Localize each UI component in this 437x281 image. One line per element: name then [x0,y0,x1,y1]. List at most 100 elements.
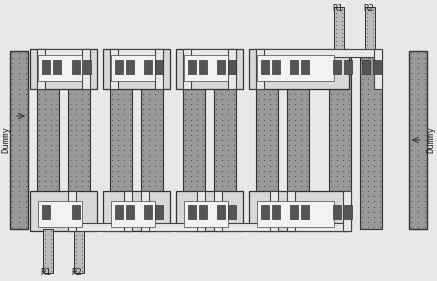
Point [340,225,347,229]
Point [364,97,371,101]
Point [370,6,377,11]
Point [364,117,371,122]
Text: R1: R1 [41,268,52,277]
Point [194,56,201,60]
Point [15,66,22,71]
Point [114,143,121,147]
Point [79,123,86,127]
Bar [257,55,334,81]
Point [273,56,280,60]
Point [108,220,115,224]
Point [422,225,429,229]
Point [363,6,370,11]
Point [35,138,42,142]
Point [108,225,115,229]
Point [194,66,201,71]
Point [364,204,371,209]
Point [79,174,86,178]
Point [15,56,22,60]
Point [260,184,267,188]
Point [212,112,219,117]
Point [84,81,91,86]
Point [108,87,115,91]
Point [364,174,371,178]
Point [66,76,73,81]
Point [327,153,334,158]
Point [371,107,378,112]
Point [333,158,340,163]
Point [200,163,207,168]
Point [121,76,128,81]
Point [22,184,29,188]
Point [273,138,280,142]
Point [363,31,370,35]
Point [273,81,280,86]
Point [333,61,340,65]
Point [332,35,339,39]
Point [377,225,384,229]
Bar [37,49,90,57]
Point [157,199,164,204]
Point [84,61,91,65]
Point [364,133,371,137]
Point [126,87,133,91]
Point [48,153,55,158]
Point [218,128,225,132]
Point [79,163,86,168]
Point [181,61,188,65]
Point [66,225,73,229]
Point [422,209,429,214]
Bar [37,49,45,89]
Bar [344,205,352,219]
Point [364,107,371,112]
Point [35,158,42,163]
Point [218,138,225,142]
Point [304,189,311,193]
Point [15,199,22,204]
Point [260,168,267,173]
Point [212,97,219,101]
Point [291,199,298,204]
Point [332,31,339,35]
Point [298,92,305,96]
Point [225,168,232,173]
Point [358,158,365,163]
Point [364,184,371,188]
Point [121,153,128,158]
Point [408,189,415,193]
Point [48,163,55,168]
Point [84,148,91,153]
Point [358,97,365,101]
Point [267,179,274,183]
Point [254,158,261,163]
Point [260,189,267,193]
Point [340,51,347,55]
Point [15,179,22,183]
Point [377,184,384,188]
Point [73,220,80,224]
Point [267,97,274,101]
Point [225,148,232,153]
Point [108,179,115,183]
Point [408,76,415,81]
Point [327,189,334,193]
Point [346,128,353,132]
Point [84,174,91,178]
Point [225,179,232,183]
Point [200,117,207,122]
Point [42,158,49,163]
Point [121,66,128,71]
Point [218,87,225,91]
Point [339,23,346,27]
Point [358,138,365,142]
Point [340,102,347,106]
Point [200,56,207,60]
Point [152,128,159,132]
Point [114,51,121,55]
Point [340,204,347,209]
Point [157,179,164,183]
Point [273,158,280,163]
Point [304,133,311,137]
Point [358,209,365,214]
Text: Dummy: Dummy [427,126,436,153]
